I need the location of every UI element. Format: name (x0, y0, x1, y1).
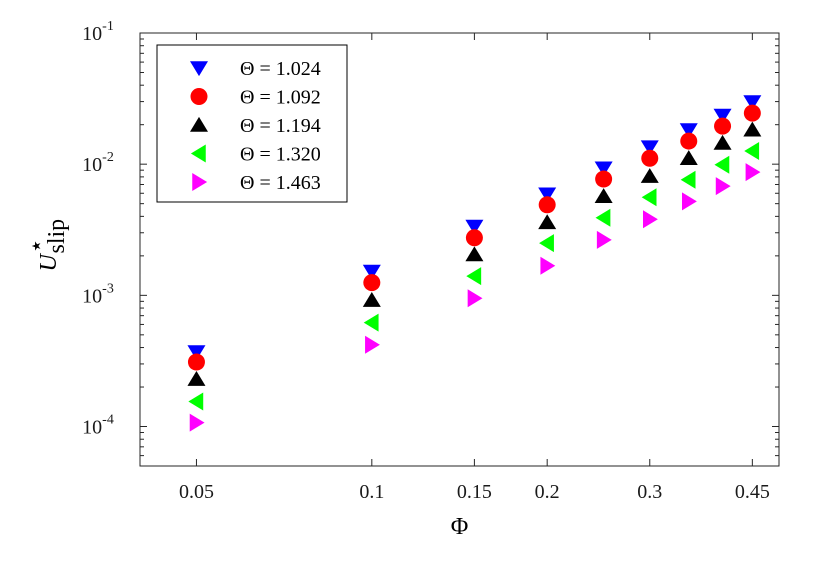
data-point (744, 142, 760, 161)
y-tick-label: 10-1 (82, 19, 114, 45)
y-tick-exponent: -1 (102, 19, 114, 34)
data-point (538, 196, 556, 214)
data-point (714, 155, 730, 174)
data-point (188, 392, 204, 411)
data-point (538, 187, 557, 203)
legend-label: Θ = 1.194 (240, 115, 321, 137)
legend-marker (190, 116, 208, 132)
data-point (643, 210, 658, 229)
data-point (713, 108, 732, 124)
y-axis-label-subscript: slip (44, 219, 70, 254)
data-point (595, 170, 613, 188)
data-point (362, 264, 381, 280)
data-markers (187, 95, 762, 432)
data-point (362, 291, 381, 307)
data-point (745, 163, 761, 182)
y-axis-label-superscript: ⋆ (24, 238, 50, 253)
data-point (714, 117, 732, 135)
legend-marker (190, 61, 208, 77)
legend: Θ = 1.024 Θ = 1.092 Θ = 1.194 Θ = 1.320 Θ = … (156, 44, 348, 203)
data-point (679, 123, 698, 139)
data-point (363, 313, 379, 332)
x-tick-label: 0.3 (637, 481, 662, 503)
data-point (465, 229, 483, 247)
legend-marker (190, 144, 206, 163)
data-point (679, 150, 698, 165)
x-tick-label: 0.2 (535, 481, 560, 503)
legend-label: Θ = 1.092 (240, 87, 321, 109)
y-tick-base: 10 (82, 154, 102, 176)
data-point (715, 177, 731, 196)
y-axis-label-base: U (36, 253, 62, 272)
data-point (680, 170, 696, 189)
data-point (596, 230, 612, 249)
y-tick-base: 10 (82, 285, 102, 307)
y-tick-base: 10 (82, 23, 102, 45)
y-tick-label: 10-2 (82, 150, 114, 176)
data-point (743, 104, 761, 122)
data-point (189, 413, 205, 432)
data-point (640, 168, 659, 183)
data-point (538, 214, 557, 230)
y-tick-exponent: -2 (102, 150, 114, 165)
data-point (743, 95, 762, 111)
data-point (539, 234, 554, 253)
legend-label: Θ = 1.024 (240, 58, 321, 80)
data-point (540, 256, 556, 275)
data-point (595, 208, 611, 227)
x-axis: 0.05 0.1 0.15 0.2 0.3 0.45 (179, 33, 770, 503)
x-tick-label: 0.45 (735, 481, 770, 503)
y-tick-exponent: -4 (102, 413, 114, 428)
data-point (467, 289, 483, 308)
data-point (465, 219, 484, 235)
legend-label: Θ = 1.320 (240, 144, 321, 166)
axes-box (139, 32, 780, 467)
series-2 (187, 104, 761, 371)
x-tick-label: 0.05 (179, 481, 214, 503)
data-point (641, 188, 657, 207)
data-point (365, 335, 380, 354)
y-tick-label: 10-3 (82, 281, 114, 307)
y-tick-exponent: -3 (102, 281, 114, 296)
x-tick-label: 0.1 (359, 481, 384, 503)
series-1 (187, 95, 762, 361)
y-axis-label: U⋆slip (24, 219, 70, 272)
data-point (594, 161, 613, 177)
series-4 (188, 142, 760, 411)
legend-marker (192, 173, 208, 191)
series-3 (187, 121, 762, 386)
x-tick-label: 0.15 (457, 481, 492, 503)
data-point (187, 345, 206, 361)
data-point (640, 140, 659, 156)
y-axis: 10-410-310-210-1 (82, 19, 779, 467)
x-axis-label: Φ (451, 514, 469, 540)
series-5 (189, 163, 761, 432)
y-tick-label: 10-4 (82, 413, 114, 439)
legend-box (156, 44, 348, 203)
data-point (743, 121, 762, 137)
data-point (641, 149, 659, 167)
legend-marker (190, 88, 208, 105)
data-point (465, 246, 484, 262)
data-point (466, 267, 482, 286)
data-point (680, 132, 698, 150)
y-tick-base: 10 (82, 417, 102, 439)
data-point (187, 353, 205, 371)
legend-label: Θ = 1.463 (240, 172, 321, 194)
data-point (594, 188, 613, 203)
data-point (682, 192, 697, 211)
data-point (713, 134, 732, 150)
data-point (363, 274, 381, 292)
data-point (187, 370, 206, 386)
